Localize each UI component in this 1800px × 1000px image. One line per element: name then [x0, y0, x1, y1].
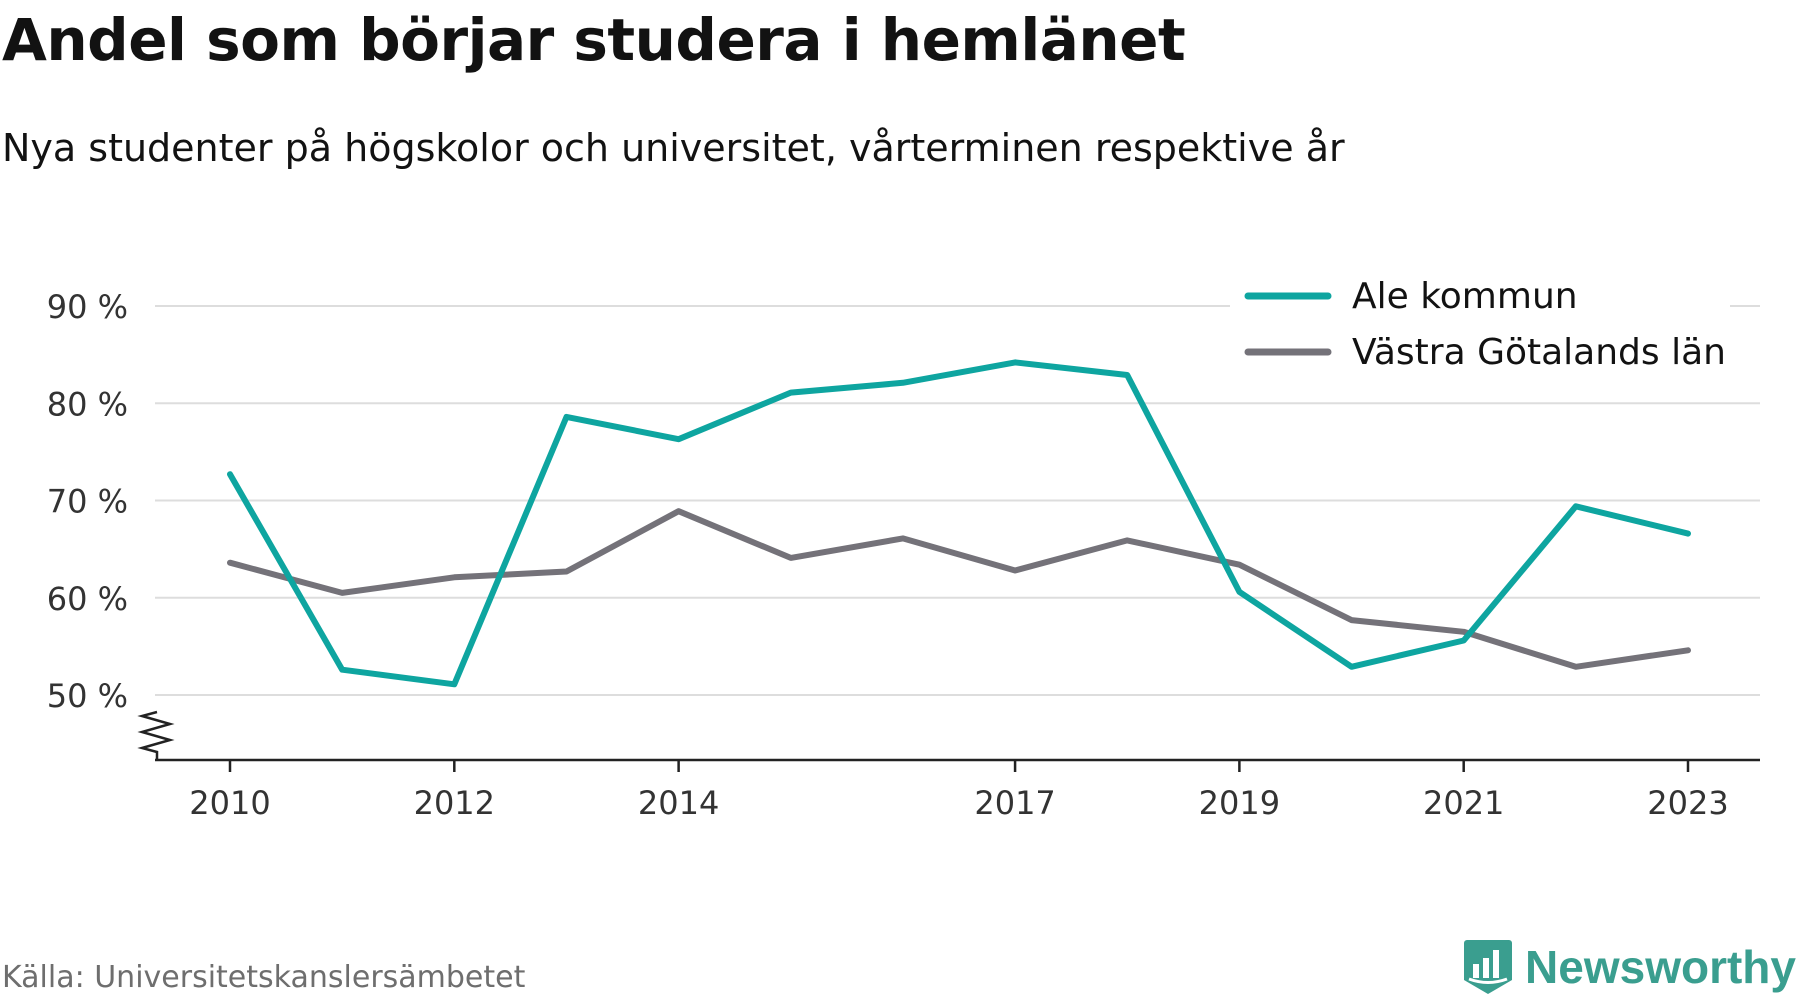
y-tick-label: 90 %: [47, 288, 128, 326]
x-axis: [137, 710, 1760, 772]
y-tick-label: 70 %: [47, 483, 128, 521]
x-axis-tick-labels: 2010 2012 2014 2017 2019 2021 2023: [189, 784, 1728, 822]
x-tick-label: 2021: [1423, 784, 1504, 822]
x-tick-label: 2010: [189, 784, 270, 822]
x-tick-label: 2017: [974, 784, 1055, 822]
source-note: Källa: Universitetskanslersämbetet: [2, 960, 526, 995]
x-tick-label: 2012: [414, 784, 495, 822]
series-lines: [227, 359, 1691, 688]
x-tick-label: 2019: [1199, 784, 1280, 822]
chart-title: Andel som börjar studera i hemlänet: [2, 6, 1186, 74]
y-tick-label: 80 %: [47, 385, 128, 423]
series-line-ale-kommun: [227, 359, 1691, 688]
brand-name: Newsworthy: [1525, 941, 1796, 993]
y-tick-label: 50 %: [47, 677, 128, 715]
legend-label: Ale kommun: [1352, 276, 1578, 317]
newsworthy-logo: Newsworthy: [1463, 938, 1796, 996]
chart-subtitle: Nya studenter på högskolor och universit…: [2, 126, 1345, 170]
x-tick-label: 2014: [638, 784, 719, 822]
newsworthy-logo-icon: [1464, 940, 1513, 994]
y-axis-tick-labels: 50 % 60 % 70 % 80 % 90 %: [47, 288, 128, 715]
legend-background: [1230, 270, 1730, 390]
legend-label: Västra Götalands län: [1352, 332, 1726, 373]
series-line-vastra-gotaland: [227, 508, 1691, 670]
axis-break-symbol: [137, 710, 175, 760]
legend: Ale kommun Västra Götalands län: [1230, 270, 1730, 390]
y-tick-label: 60 %: [47, 580, 128, 618]
x-tick-label: 2023: [1647, 784, 1728, 822]
